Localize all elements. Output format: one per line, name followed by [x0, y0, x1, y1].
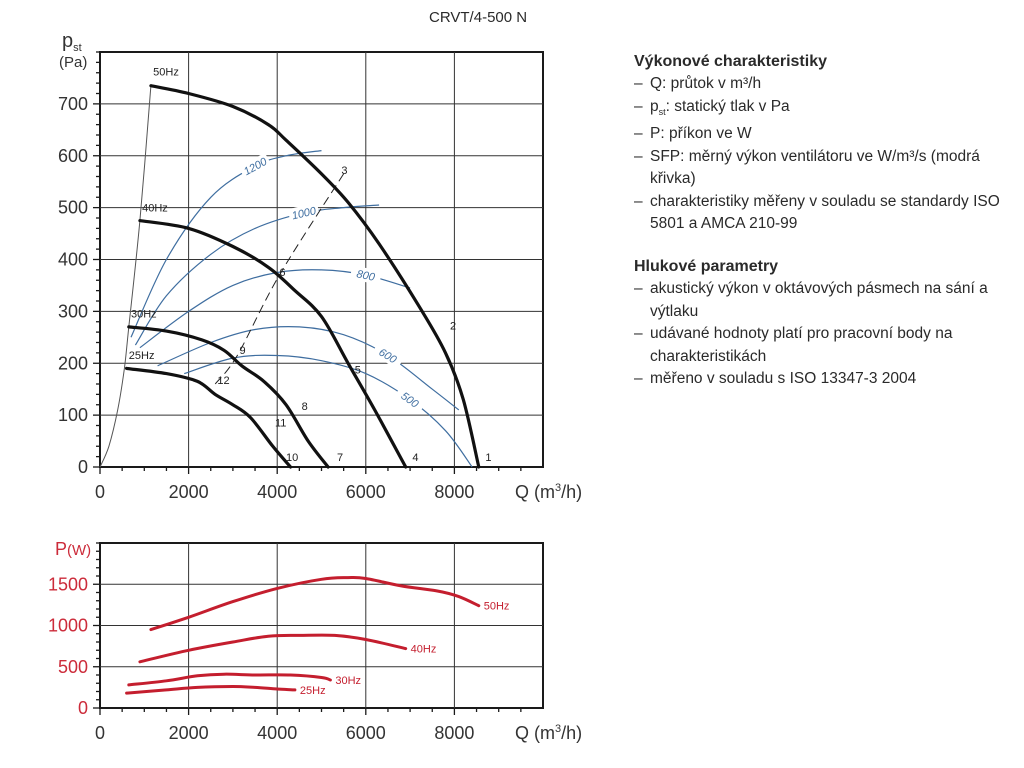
point-label: 7: [337, 452, 343, 464]
y-tick-label: 600: [58, 146, 88, 166]
list-item: udávané hodnoty platí pro pracovní body …: [634, 323, 1014, 368]
y-tick-label: 1000: [48, 616, 88, 636]
y-tick-label: 200: [58, 353, 88, 373]
sfp-label: 1000: [291, 205, 318, 222]
noise-section: Hlukové parametry akustický výkon v oktá…: [634, 256, 1014, 391]
performance-list: Q: průtok v m³/h pst: statický tlak v Pa…: [634, 73, 1014, 236]
performance-heading: Výkonové charakteristiky: [634, 53, 827, 70]
x-tick-label: 0: [95, 723, 105, 743]
x-tick-label: 6000: [346, 723, 386, 743]
x-tick-label: 0: [95, 482, 105, 502]
point-label: 10: [286, 452, 298, 464]
list-item: charakteristiky měřeny v souladu se stan…: [634, 191, 1014, 236]
performance-section: Výkonové charakteristiky Q: průtok v m³/…: [634, 51, 1014, 236]
sfp-label-bg: [238, 152, 272, 180]
x-tick-label: 8000: [434, 482, 474, 502]
point-label: 9: [240, 345, 246, 357]
list-item: pst: statický tlak v Pa: [634, 96, 1014, 124]
y-axis-label-subscript: st: [73, 42, 82, 54]
y-axis-label: P(W): [55, 539, 91, 559]
list-item: měřeno v souladu s ISO 13347-3 2004: [634, 368, 1014, 391]
y-tick-label: 300: [58, 301, 88, 321]
operating-points-dashed-curve: [214, 173, 345, 385]
list-item: akustický výkon v oktávových pásmech na …: [634, 278, 1014, 323]
fan-curve-30Hz: [127, 325, 330, 469]
list-item: Q: průtok v m³/h: [634, 73, 1014, 96]
y-tick-label: 500: [58, 657, 88, 677]
point-label: 3: [341, 165, 347, 177]
y-tick-label: 1500: [48, 574, 88, 594]
noise-heading: Hlukové parametry: [634, 258, 779, 275]
x-tick-label: 4000: [257, 723, 297, 743]
x-tick-label: 2000: [169, 723, 209, 743]
point-label: 1: [485, 452, 491, 464]
y-tick-label: 400: [58, 250, 88, 270]
x-tick-label: 8000: [434, 723, 474, 743]
list-item: P: příkon ve W: [634, 123, 1014, 146]
power-series-label: 50Hz: [484, 601, 510, 613]
sfp-curve-500: [184, 354, 473, 468]
model-title: CRVT/4-500 N: [429, 9, 528, 26]
sfp-label-bg: [393, 385, 427, 414]
x-tick-label: 6000: [346, 482, 386, 502]
sfp-curve-1000: [134, 204, 380, 346]
y-tick-label: 100: [58, 405, 88, 425]
y-tick-label: 500: [58, 198, 88, 218]
x-axis-label-superscript: 3: [555, 723, 561, 735]
y-axis-label: pst: [62, 30, 82, 54]
point-label: 2: [450, 321, 456, 333]
x-tick-label: 2000: [169, 482, 209, 502]
fan-curve-25Hz: [125, 366, 293, 469]
system-curve: [99, 85, 152, 468]
x-axis-label-rest: /h): [561, 482, 582, 502]
power-curve-25Hz: [125, 684, 297, 695]
series-label: 50Hz: [153, 66, 179, 78]
power-series-label: 40Hz: [411, 644, 437, 656]
fan-curve-40Hz: [138, 219, 408, 469]
point-label: 4: [412, 452, 418, 464]
x-axis-label-superscript: 3: [555, 482, 561, 494]
sfp-label: 800: [355, 268, 376, 284]
x-axis-label: Q (m3/h): [515, 482, 582, 502]
charts-canvas: 0 2000 4000 6000 80000100200300400500600700Q…: [48, 30, 582, 743]
y-tick-label: 700: [58, 94, 88, 114]
power-chart: 0 2000 4000 6000 8000 0 500 1000 1500 Q (m3/h) P(W…: [48, 539, 582, 743]
power-series-label: 30Hz: [335, 675, 361, 687]
x-axis-label: Q (m3/h): [515, 723, 582, 743]
point-label: 8: [302, 401, 308, 413]
y-axis-unit: (W): [67, 542, 91, 559]
point-label: 11: [275, 418, 286, 430]
y-tick-label: 0: [78, 457, 88, 477]
y-axis-unit: (Pa): [59, 54, 87, 71]
pressure-chart: 0 2000 4000 6000 8000 0 100 200 300 400 500 600 700 Q…: [58, 30, 582, 502]
series-label: 40Hz: [142, 202, 168, 214]
x-axis-label-rest: /h): [561, 723, 582, 743]
y-tick-label: 0: [78, 698, 88, 718]
sfp-label-bg: [287, 202, 320, 224]
power-curve-40Hz: [138, 633, 408, 664]
point-label: 12: [217, 375, 229, 387]
noise-list: akustický výkon v oktávových pásmech na …: [634, 278, 1014, 391]
pst-text: : statický tlak v Pa: [665, 97, 790, 115]
series-label: 25Hz: [129, 350, 155, 362]
point-label: 6: [279, 267, 285, 279]
power-curve-50Hz: [149, 575, 481, 632]
fan-curve-50Hz: [149, 84, 481, 469]
sfp-label-bg: [371, 341, 405, 370]
pst-label: pst: [650, 97, 666, 117]
sfp-label-bg: [349, 265, 382, 285]
sfp-curve-1200: [130, 150, 322, 338]
series-label: 30Hz: [131, 309, 157, 321]
power-series-label: 25Hz: [300, 685, 326, 697]
point-label: 5: [355, 365, 361, 377]
x-tick-label: 4000: [257, 482, 297, 502]
power-curve-30Hz: [127, 672, 332, 687]
list-item: SFP: měrný výkon ventilátoru ve W/m³/s (…: [634, 146, 1014, 191]
sfp-curve-600: [157, 326, 460, 411]
